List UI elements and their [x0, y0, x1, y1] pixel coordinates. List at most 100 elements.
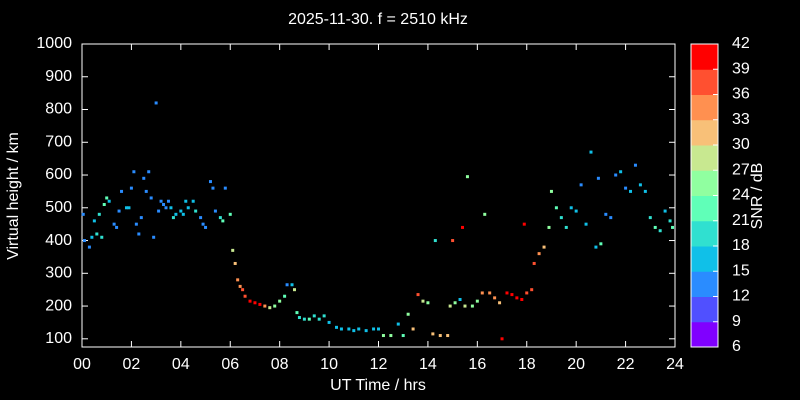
data-point: [317, 317, 321, 321]
data-point: [149, 196, 153, 200]
data-point: [629, 189, 633, 193]
data-point: [204, 225, 208, 229]
y-tick-label: 1000: [36, 35, 72, 52]
data-point: [624, 186, 628, 190]
x-tick-label: 16: [468, 356, 486, 373]
data-point: [102, 203, 106, 207]
data-point: [542, 245, 546, 249]
x-tick-label: 10: [320, 356, 338, 373]
data-point: [505, 291, 509, 295]
data-point: [483, 212, 487, 216]
data-point: [475, 299, 479, 303]
x-tick-label: 08: [271, 356, 289, 373]
data-point: [532, 261, 536, 265]
x-tick-label: 20: [567, 356, 585, 373]
x-tick-label: 12: [370, 356, 388, 373]
data-point: [157, 209, 161, 213]
data-point: [470, 304, 474, 308]
data-point: [92, 219, 96, 223]
data-point: [458, 298, 462, 302]
data-point: [263, 304, 267, 308]
data-point: [285, 283, 289, 287]
data-point: [357, 327, 361, 331]
data-point: [579, 183, 583, 187]
data-point: [132, 170, 136, 174]
data-point: [186, 206, 190, 210]
colorbar-bin: [691, 195, 718, 222]
data-point: [174, 212, 178, 216]
data-point: [112, 222, 116, 226]
data-point: [381, 334, 385, 338]
data-point: [278, 299, 282, 303]
data-point: [233, 261, 237, 265]
colorbar-bin: [691, 145, 718, 171]
colorbar-tick-label: 36: [732, 86, 750, 103]
data-point: [144, 189, 148, 193]
data-point: [295, 311, 299, 315]
data-point: [231, 248, 235, 252]
colorbar-bin: [691, 296, 718, 323]
data-point: [453, 301, 457, 305]
data-point: [446, 334, 450, 338]
data-point: [297, 316, 301, 320]
data-point: [322, 314, 326, 318]
data-point: [377, 327, 380, 331]
data-point: [668, 219, 672, 223]
colorbar-bin: [691, 246, 718, 272]
data-point: [184, 199, 188, 203]
data-point: [633, 163, 637, 167]
data-point: [211, 186, 215, 190]
colorbar-tick-label: 27: [732, 161, 750, 178]
x-tick-label: 18: [518, 356, 536, 373]
data-point: [352, 329, 356, 333]
data-point: [522, 222, 526, 226]
data-point: [396, 322, 400, 326]
data-point: [520, 298, 524, 302]
data-point: [426, 301, 430, 305]
data-point: [241, 288, 245, 292]
x-axis-label: UT Time / hrs: [330, 377, 426, 394]
y-tick-label: 100: [45, 330, 72, 347]
data-point: [364, 329, 368, 333]
data-point: [653, 225, 657, 229]
data-point: [221, 219, 225, 223]
data-point: [134, 222, 138, 226]
data-point: [181, 212, 185, 216]
data-point: [194, 209, 198, 213]
data-point: [139, 216, 143, 220]
data-point: [488, 291, 492, 295]
data-point: [584, 222, 588, 226]
y-tick-label: 700: [45, 133, 72, 150]
y-tick-label: 500: [45, 199, 72, 216]
data-point: [273, 304, 277, 308]
data-point: [554, 206, 558, 210]
data-point: [283, 294, 287, 298]
data-point: [498, 301, 502, 305]
data-point: [302, 317, 306, 321]
y-tick-label: 800: [45, 101, 72, 118]
y-tick-label: 600: [45, 166, 72, 183]
data-point: [604, 212, 608, 216]
data-point: [238, 284, 242, 288]
colorbar-tick-label: 33: [732, 111, 750, 128]
data-point: [463, 304, 467, 308]
data-point: [223, 186, 227, 190]
data-point: [124, 206, 128, 210]
data-point: [199, 216, 203, 220]
data-point: [421, 299, 425, 303]
data-point: [510, 293, 514, 297]
data-point: [213, 209, 217, 213]
data-point: [152, 235, 156, 239]
x-tick-label: 00: [73, 356, 91, 373]
colorbar-tick-label: 39: [732, 60, 750, 77]
data-point: [461, 225, 465, 229]
data-point: [389, 334, 393, 338]
x-tick-label: 24: [666, 356, 684, 373]
data-point: [218, 216, 222, 220]
data-point: [312, 314, 316, 318]
data-point: [208, 180, 212, 184]
data-point: [401, 334, 405, 338]
colorbar-tick-label: 12: [732, 288, 750, 305]
